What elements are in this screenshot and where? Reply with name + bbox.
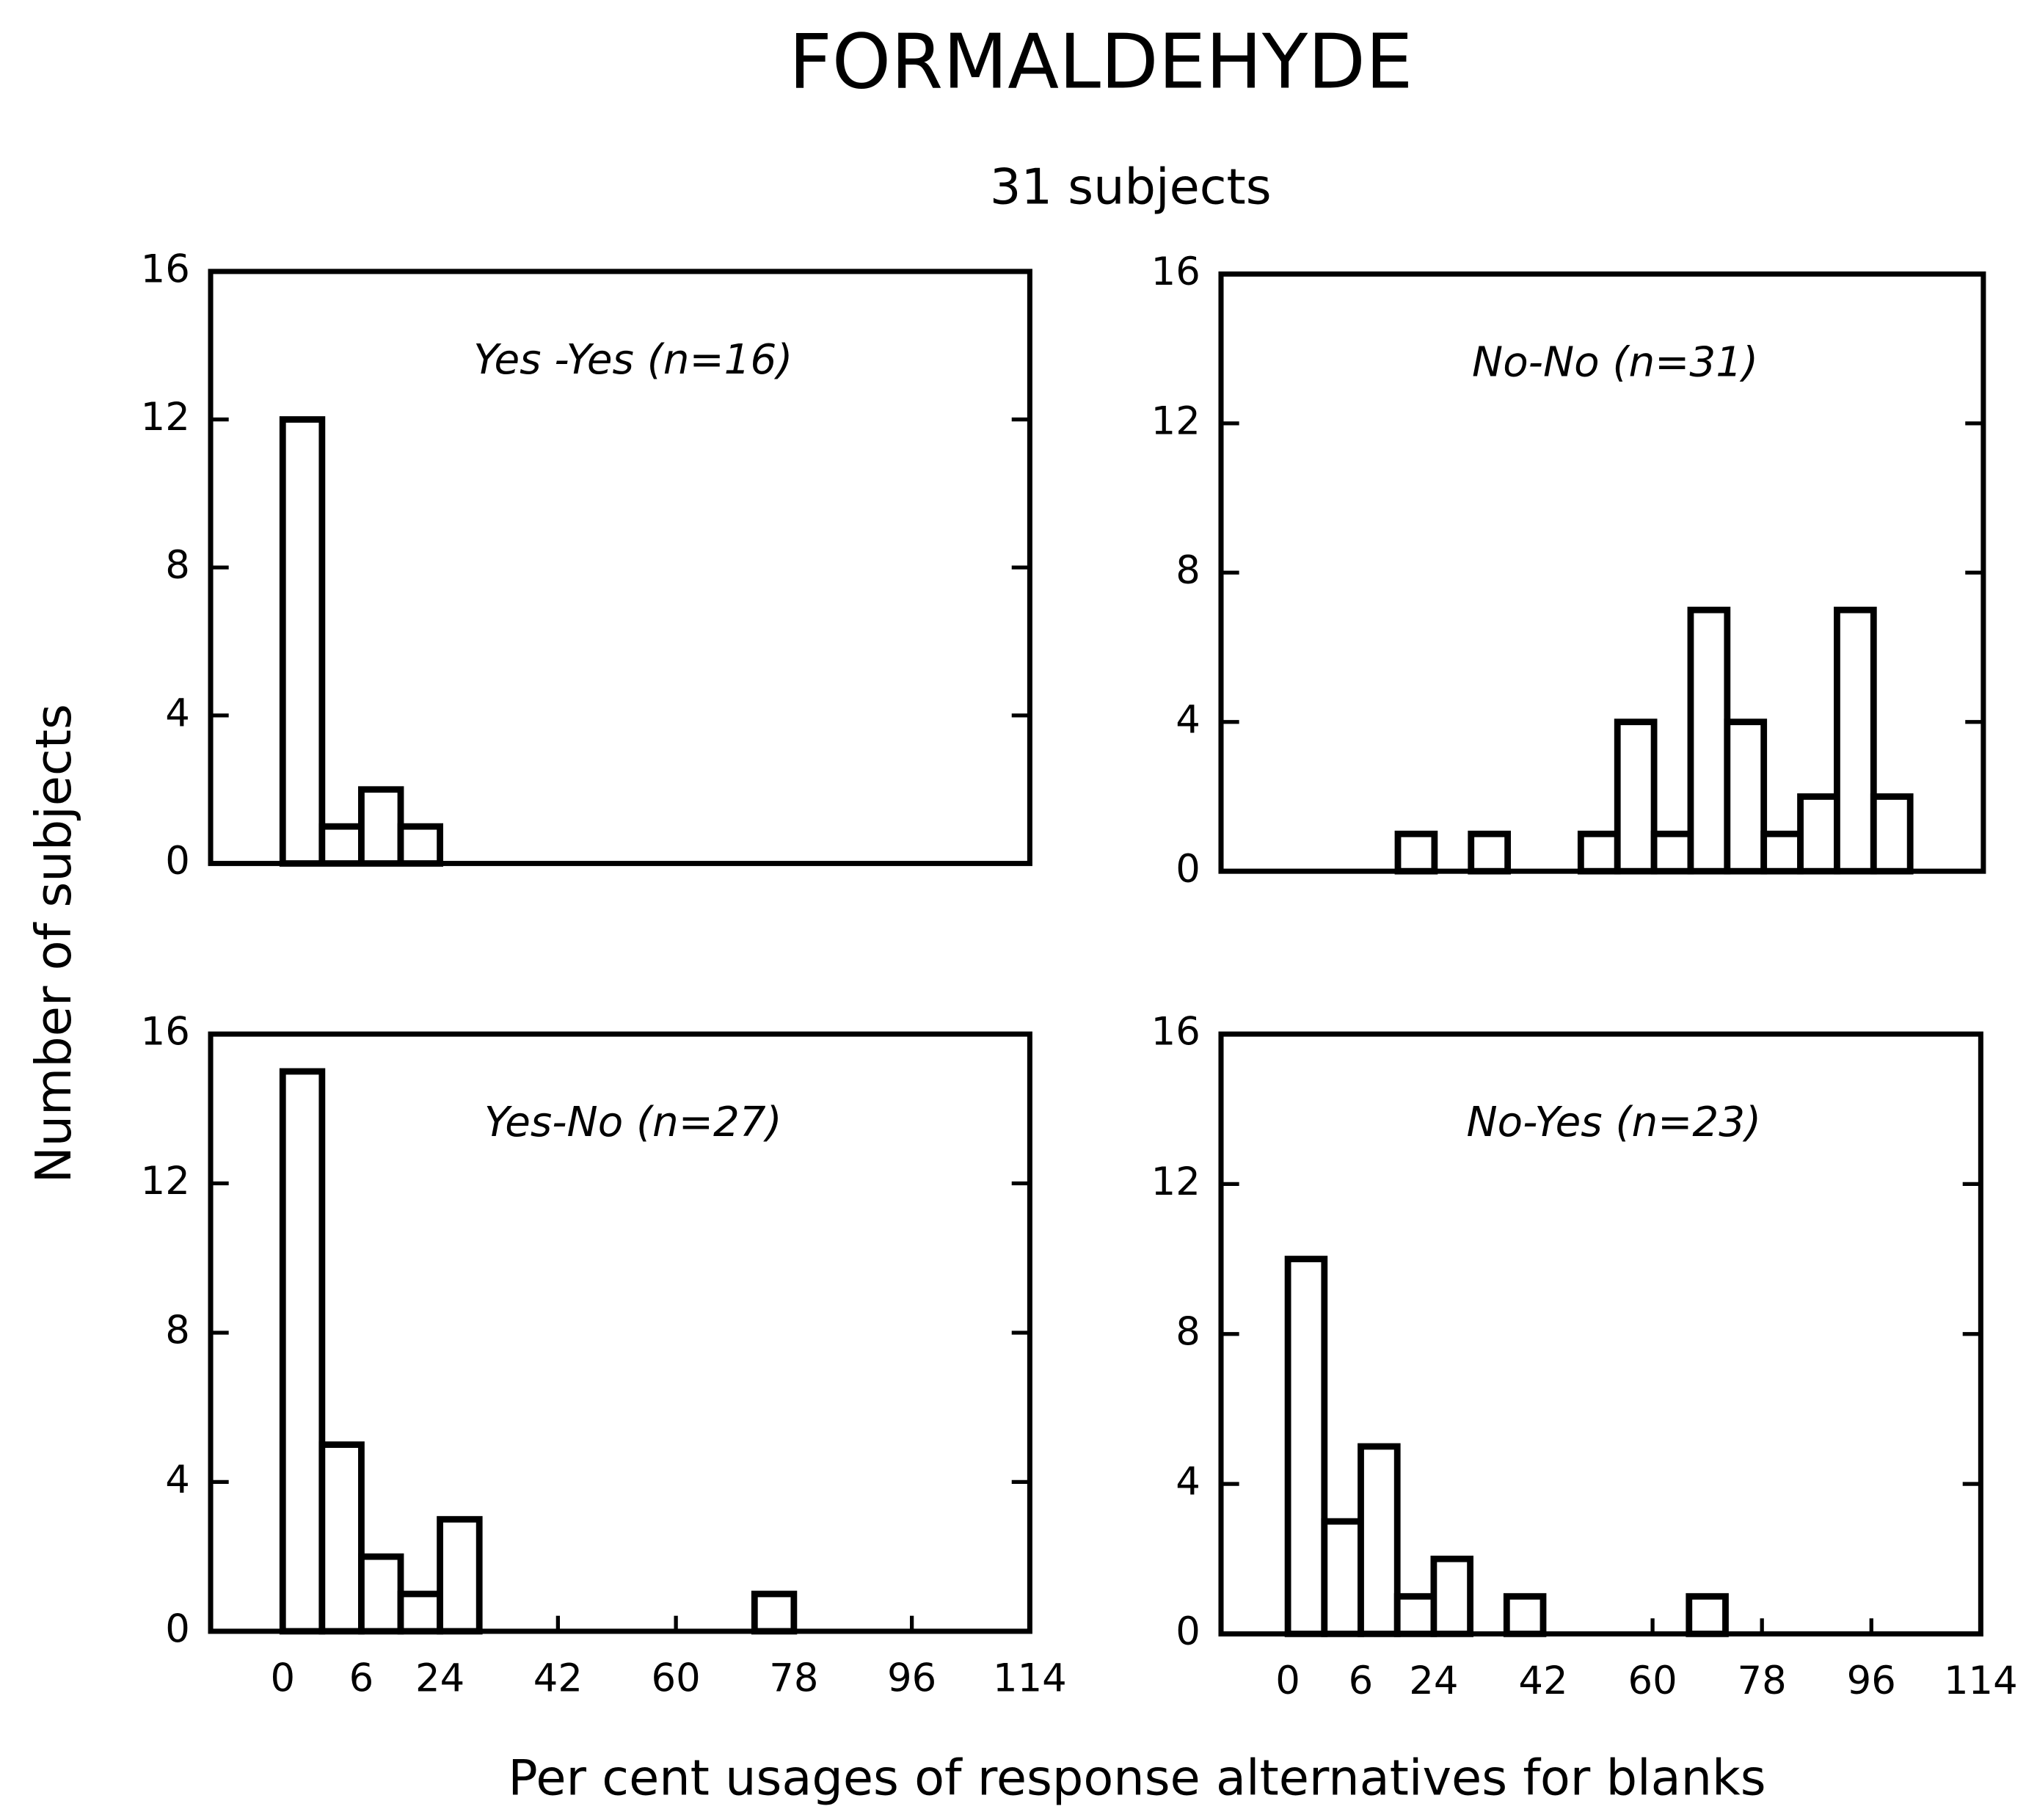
x-tick-label: 42 bbox=[1518, 1659, 1567, 1703]
bar bbox=[1503, 1592, 1547, 1637]
bar bbox=[1760, 830, 1804, 875]
bar bbox=[1797, 793, 1840, 875]
x-tick-label: 96 bbox=[887, 1656, 936, 1700]
bar bbox=[318, 1441, 365, 1635]
panel-title: Yes-No (n=27) bbox=[484, 1099, 782, 1146]
bar bbox=[1834, 606, 1877, 875]
panel-title: Yes -Yes (n=16) bbox=[473, 336, 792, 384]
y-tick-label: 16 bbox=[141, 247, 190, 292]
x-tick-label: 0 bbox=[270, 1656, 295, 1700]
x-tick-label: 60 bbox=[1628, 1659, 1677, 1703]
bar bbox=[751, 1590, 798, 1635]
bar bbox=[437, 1515, 483, 1635]
x-tick-label: 114 bbox=[993, 1656, 1067, 1700]
y-tick-label: 8 bbox=[1176, 548, 1200, 593]
bar bbox=[279, 416, 326, 867]
bar bbox=[1284, 1256, 1328, 1637]
bar bbox=[358, 786, 404, 867]
bar bbox=[1687, 606, 1731, 875]
x-tick-label: 78 bbox=[769, 1656, 818, 1700]
y-tick-label: 16 bbox=[1151, 250, 1200, 294]
bar bbox=[1468, 830, 1512, 875]
y-tick-label: 16 bbox=[1151, 1010, 1200, 1055]
bar bbox=[1650, 830, 1694, 875]
x-tick-label: 24 bbox=[1409, 1659, 1458, 1703]
y-tick-label: 4 bbox=[1176, 1460, 1200, 1504]
y-tick-label: 8 bbox=[165, 1308, 190, 1353]
bar bbox=[1870, 793, 1914, 875]
y-tick-label: 12 bbox=[1151, 398, 1200, 443]
bar bbox=[279, 1068, 326, 1635]
x-tick-label: 42 bbox=[533, 1656, 583, 1700]
y-tick-label: 0 bbox=[165, 1606, 190, 1651]
x-axis-label: Per cent usages of response alternatives… bbox=[508, 1750, 1766, 1807]
y-tick-label: 0 bbox=[1176, 1609, 1200, 1654]
bar bbox=[1394, 830, 1438, 875]
x-tick-label: 96 bbox=[1847, 1659, 1896, 1703]
x-tick-label: 6 bbox=[349, 1656, 374, 1700]
y-tick-label: 4 bbox=[165, 1457, 190, 1502]
y-tick-label: 12 bbox=[141, 1159, 190, 1204]
y-tick-label: 8 bbox=[165, 543, 190, 588]
bar bbox=[1614, 718, 1658, 875]
bar bbox=[1686, 1592, 1729, 1637]
y-tick-label: 0 bbox=[165, 839, 190, 884]
panel-title: No-No (n=31) bbox=[1472, 338, 1758, 386]
bar bbox=[397, 823, 444, 867]
y-tick-label: 12 bbox=[141, 395, 190, 440]
y-tick-label: 4 bbox=[165, 691, 190, 736]
bar bbox=[1724, 718, 1768, 875]
x-tick-label: 114 bbox=[1944, 1659, 2018, 1703]
bar bbox=[1358, 1443, 1401, 1637]
bar bbox=[1393, 1592, 1437, 1637]
bar bbox=[358, 1553, 404, 1635]
y-tick-label: 0 bbox=[1176, 847, 1200, 892]
y-tick-label: 12 bbox=[1151, 1160, 1200, 1204]
x-tick-label: 6 bbox=[1349, 1659, 1374, 1703]
bar bbox=[397, 1590, 444, 1635]
y-tick-label: 4 bbox=[1176, 697, 1200, 742]
y-axis-label: Number of subjects bbox=[25, 704, 82, 1183]
figure-title: FORMALDEHYDE bbox=[789, 18, 1413, 106]
x-tick-label: 0 bbox=[1275, 1659, 1300, 1703]
x-tick-label: 78 bbox=[1738, 1659, 1787, 1703]
x-tick-label: 24 bbox=[415, 1656, 464, 1700]
x-tick-label: 60 bbox=[652, 1656, 701, 1700]
bar bbox=[1321, 1518, 1364, 1637]
figure-subtitle: 31 subjects bbox=[990, 158, 1272, 215]
bar bbox=[1430, 1555, 1474, 1637]
y-tick-label: 16 bbox=[141, 1010, 190, 1055]
y-tick-label: 8 bbox=[1176, 1309, 1200, 1354]
panel-title: No-Yes (n=23) bbox=[1467, 1099, 1762, 1146]
bar bbox=[1577, 830, 1621, 875]
bar bbox=[318, 823, 365, 867]
